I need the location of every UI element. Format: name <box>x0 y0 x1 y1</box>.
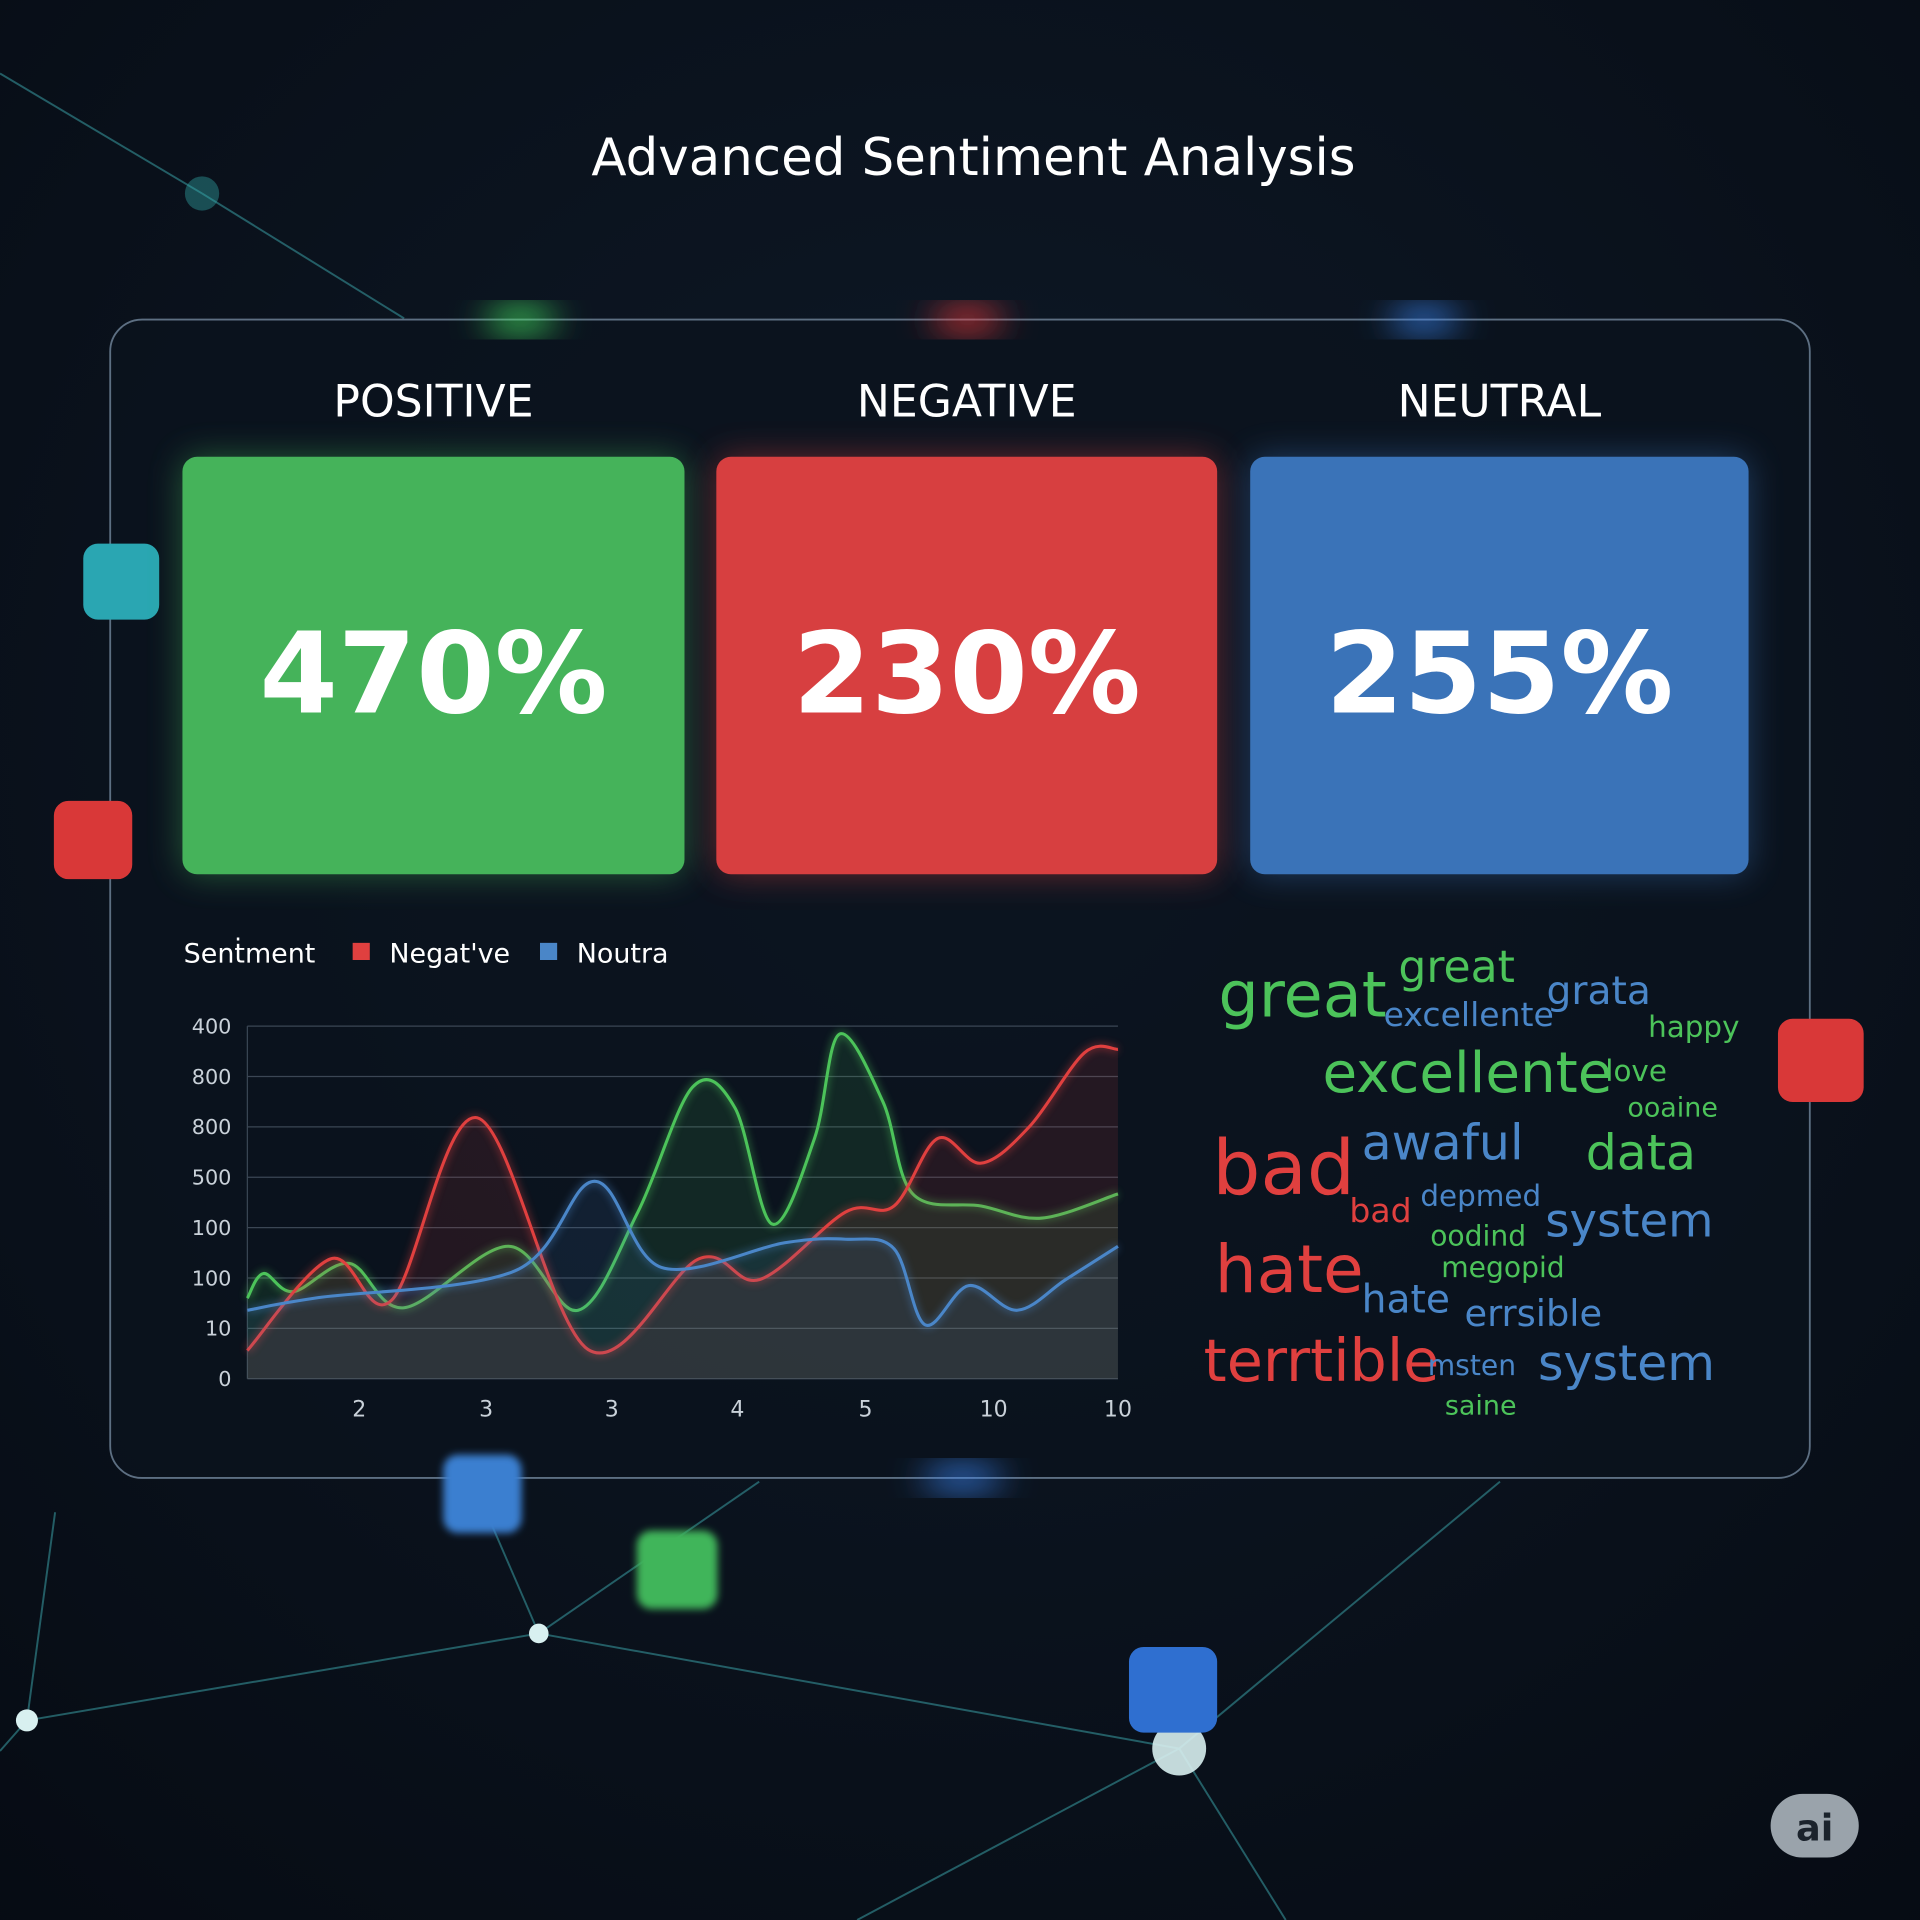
title: Advanced Sentiment Analysis <box>591 128 1355 188</box>
cloud-word: happy <box>1648 1010 1739 1044</box>
badge-label: ai <box>1796 1806 1833 1849</box>
card-label: NEGATIVE <box>857 376 1077 427</box>
floating-icons <box>53 543 1864 1733</box>
cloud-word: depmed <box>1420 1179 1541 1213</box>
cloud-word: love <box>1605 1054 1667 1088</box>
card <box>182 456 685 875</box>
y-tick-label: 500 <box>192 1166 232 1190</box>
cloud-word: awaful <box>1362 1115 1524 1172</box>
cloud-word: bad <box>1349 1191 1411 1230</box>
panel-glows <box>483 309 1461 1488</box>
area-fill <box>247 1033 1118 1379</box>
y-tick-label: 800 <box>192 1065 232 1089</box>
cloud-word: msten <box>1428 1349 1516 1382</box>
y-tick-label: 100 <box>192 1216 232 1240</box>
y-tick-label: 100 <box>192 1266 232 1290</box>
network-nodes <box>15 176 1207 1776</box>
cloud-word: grata <box>1547 969 1651 1014</box>
legend-label: Negat've <box>389 938 510 969</box>
cloud-word: terrtible <box>1204 1326 1440 1395</box>
cloud-word: system <box>1538 1335 1715 1392</box>
x-tick-label: 4 <box>730 1398 744 1423</box>
x-tick-label: 10 <box>980 1398 1008 1423</box>
cloud-word: oodind <box>1430 1219 1526 1252</box>
y-tick-label: 0 <box>218 1367 231 1391</box>
card-label: NEUTRAL <box>1398 376 1602 427</box>
cloud-word: megopid <box>1441 1251 1564 1284</box>
y-tick-label: 800 <box>192 1115 232 1139</box>
ai-badge[interactable]: ai <box>1770 1793 1859 1858</box>
y-tick-label: 400 <box>192 1014 232 1038</box>
cloud-word: bad <box>1212 1124 1355 1212</box>
card-value: 255% <box>1325 608 1673 740</box>
badge-bg <box>1770 1793 1859 1858</box>
cloud-word: excellente <box>1384 995 1554 1034</box>
network-lines <box>0 72 1501 1920</box>
cloud-word: great <box>1398 942 1515 993</box>
legend-swatch <box>352 942 370 960</box>
series-line <box>247 1179 1119 1327</box>
card-label: POSITIVE <box>333 376 533 427</box>
y-tick-label: 10 <box>205 1317 231 1341</box>
card <box>1250 456 1749 875</box>
legend-title: Senṫment <box>184 936 316 969</box>
cloud-word: system <box>1545 1194 1713 1248</box>
card-value: 230% <box>793 608 1141 740</box>
card-value: 470% <box>259 608 607 740</box>
cloud-word: hate <box>1362 1278 1450 1323</box>
cloud-word: saine <box>1445 1390 1517 1421</box>
cloud-word: excellente <box>1322 1041 1612 1106</box>
legend-label: Noutra <box>577 938 669 969</box>
x-tick-label: 10 <box>1104 1398 1132 1423</box>
x-tick-label: 3 <box>605 1398 619 1423</box>
x-tick-label: 2 <box>352 1398 366 1423</box>
card <box>716 456 1218 875</box>
cloud-word: ooaine <box>1627 1093 1718 1124</box>
cloud-word: hate <box>1215 1231 1364 1308</box>
x-tick-label: 5 <box>858 1398 872 1423</box>
area-fill <box>247 1046 1118 1379</box>
area-fill <box>247 1181 1118 1379</box>
cloud-word: great <box>1218 958 1386 1032</box>
x-tick-label: 3 <box>479 1398 493 1423</box>
cloud-word: errsible <box>1464 1292 1602 1335</box>
legend-swatch <box>540 942 558 960</box>
cloud-word: data <box>1586 1124 1696 1181</box>
